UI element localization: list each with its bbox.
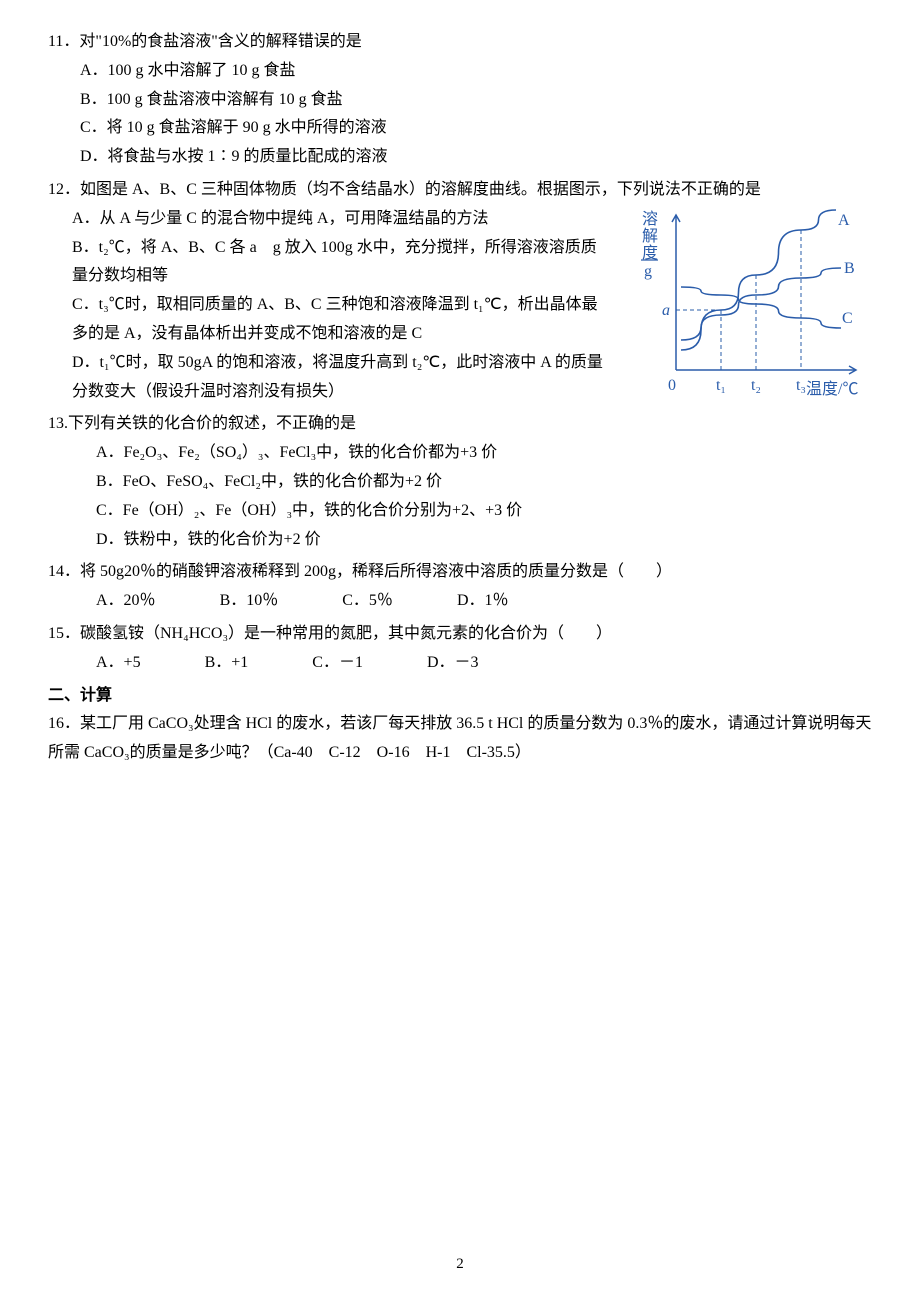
q14-opt-c: C．5％ <box>342 592 393 609</box>
q12-options: A．从 A 与少量 C 的混合物中提纯 A，可用降温结晶的方法 B．t₂℃，将 … <box>48 205 608 407</box>
svg-text:解: 解 <box>642 227 658 245</box>
q13-opt-d: D．铁粉中，铁的化合价为+2 价 <box>96 526 872 555</box>
solubility-chart: 溶解度g 温度/℃ 0 t₁ t₂ t₃ a A B C <box>626 200 866 410</box>
q14-options: A．20％ B．10％ C．5％ D．1％ <box>48 587 872 616</box>
q15-opt-a: A．+5 <box>96 654 141 671</box>
q11-opt-b: B．100 g 食盐溶液中溶解有 10 g 食盐 <box>80 86 872 115</box>
q14-stem: 14．将 50g20％的硝酸钾溶液稀释到 200g，稀释后所得溶液中溶质的质量分… <box>48 558 872 587</box>
svg-text:C: C <box>842 310 853 327</box>
question-15: 15．碳酸氢铵（NH₄HCO₃）是一种常用的氮肥，其中氮元素的化合价为（ ） A… <box>48 620 872 678</box>
q14-opt-a: A．20％ <box>96 592 156 609</box>
svg-text:溶: 溶 <box>642 210 658 228</box>
question-16: 16．某工厂用 CaCO₃处理含 HCl 的废水，若该厂每天排放 36.5 t … <box>48 710 872 768</box>
q15-opt-c: C．－1 <box>312 654 363 671</box>
q13-opt-b: B．FeO、FeSO₄、FeCl₂中，铁的化合价都为+2 价 <box>96 468 872 497</box>
page-number: 2 <box>456 1251 464 1278</box>
q15-options: A．+5 B．+1 C．－1 D．－3 <box>48 649 872 678</box>
q12-opt-b: B．t₂℃，将 A、B、C 各 a g 放入 100g 水中，充分搅拌，所得溶液… <box>48 234 608 292</box>
question-11: 11．对"10%的食盐溶液"含义的解释错误的是 A．100 g 水中溶解了 10… <box>48 28 872 172</box>
svg-text:a: a <box>662 302 670 319</box>
q11-opt-d: D．将食盐与水按 1∶9 的质量比配成的溶液 <box>80 143 872 172</box>
svg-text:温度/℃: 温度/℃ <box>806 380 858 398</box>
svg-text:度: 度 <box>642 244 658 262</box>
question-14: 14．将 50g20％的硝酸钾溶液稀释到 200g，稀释后所得溶液中溶质的质量分… <box>48 558 872 616</box>
q15-opt-b: B．+1 <box>205 654 249 671</box>
q11-opt-a: A．100 g 水中溶解了 10 g 食盐 <box>80 57 872 86</box>
section-2-heading: 二、计算 <box>48 682 872 711</box>
q14-opt-b: B．10％ <box>220 592 279 609</box>
q12-opt-c: C．t₃℃时，取相同质量的 A、B、C 三种饱和溶液降温到 t₁℃，析出晶体最多… <box>48 291 608 349</box>
q15-stem: 15．碳酸氢铵（NH₄HCO₃）是一种常用的氮肥，其中氮元素的化合价为（ ） <box>48 620 872 649</box>
svg-text:t₃: t₃ <box>796 377 806 394</box>
svg-text:g: g <box>644 263 652 280</box>
svg-text:B: B <box>844 260 855 277</box>
chart-svg: 溶解度g 温度/℃ 0 t₁ t₂ t₃ a A B C <box>626 200 866 410</box>
q13-options: A．Fe₂O₃、Fe₂（SO₄）₃、FeCl₃中，铁的化合价都为+3 价 B．F… <box>48 439 872 554</box>
q16-stem: 16．某工厂用 CaCO₃处理含 HCl 的废水，若该厂每天排放 36.5 t … <box>48 710 872 768</box>
q13-stem: 13.下列有关铁的化合价的叙述，不正确的是 <box>48 410 872 439</box>
q13-opt-a: A．Fe₂O₃、Fe₂（SO₄）₃、FeCl₃中，铁的化合价都为+3 价 <box>96 439 872 468</box>
svg-text:t₁: t₁ <box>716 377 726 394</box>
q12-opt-a: A．从 A 与少量 C 的混合物中提纯 A，可用降温结晶的方法 <box>48 205 608 234</box>
question-13: 13.下列有关铁的化合价的叙述，不正确的是 A．Fe₂O₃、Fe₂（SO₄）₃、… <box>48 410 872 554</box>
q14-opt-d: D．1％ <box>457 592 509 609</box>
q15-opt-d: D．－3 <box>427 654 479 671</box>
svg-text:t₂: t₂ <box>751 377 761 394</box>
svg-text:A: A <box>838 212 850 229</box>
q11-stem: 11．对"10%的食盐溶液"含义的解释错误的是 <box>48 28 872 57</box>
q11-opt-c: C．将 10 g 食盐溶解于 90 g 水中所得的溶液 <box>80 114 872 143</box>
q12-opt-d: D．t₁℃时，取 50gA 的饱和溶液，将温度升高到 t₂℃，此时溶液中 A 的… <box>48 349 608 407</box>
q11-options: A．100 g 水中溶解了 10 g 食盐 B．100 g 食盐溶液中溶解有 1… <box>48 57 872 172</box>
q13-opt-c: C．Fe（OH）₂、Fe（OH）₃中，铁的化合价分别为+2、+3 价 <box>96 497 872 526</box>
svg-text:0: 0 <box>668 377 676 394</box>
